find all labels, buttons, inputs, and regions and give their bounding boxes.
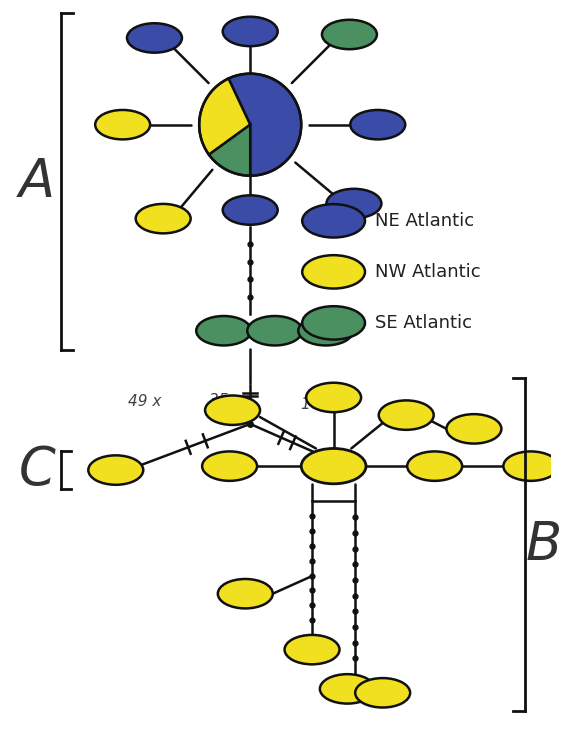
Ellipse shape — [218, 579, 273, 608]
Ellipse shape — [202, 452, 257, 481]
Text: 35 x: 35 x — [209, 393, 242, 407]
Ellipse shape — [320, 674, 375, 703]
Ellipse shape — [322, 20, 377, 49]
Ellipse shape — [446, 414, 501, 444]
Text: SE Atlantic: SE Atlantic — [375, 314, 472, 332]
Ellipse shape — [95, 110, 150, 139]
Ellipse shape — [223, 17, 278, 46]
Ellipse shape — [407, 452, 462, 481]
Ellipse shape — [205, 396, 260, 425]
Ellipse shape — [327, 189, 382, 218]
Ellipse shape — [302, 255, 365, 289]
Text: C: C — [19, 444, 56, 496]
Text: NE Atlantic: NE Atlantic — [375, 212, 474, 230]
Ellipse shape — [355, 678, 410, 708]
Text: A: A — [19, 156, 55, 207]
Wedge shape — [229, 74, 301, 176]
Ellipse shape — [88, 455, 143, 485]
Ellipse shape — [350, 110, 405, 139]
Text: NW Atlantic: NW Atlantic — [375, 263, 481, 281]
Ellipse shape — [298, 316, 353, 345]
Ellipse shape — [302, 204, 365, 238]
Wedge shape — [199, 78, 250, 155]
Text: B: B — [525, 519, 561, 570]
Text: 10 x: 10 x — [301, 397, 334, 413]
Ellipse shape — [223, 196, 278, 225]
Ellipse shape — [196, 316, 251, 345]
Ellipse shape — [302, 306, 365, 339]
Ellipse shape — [504, 452, 558, 481]
Ellipse shape — [301, 449, 366, 484]
Ellipse shape — [306, 383, 361, 413]
Ellipse shape — [284, 635, 339, 664]
Ellipse shape — [247, 316, 302, 345]
Ellipse shape — [135, 204, 191, 233]
Text: 49 x: 49 x — [128, 394, 161, 410]
Wedge shape — [209, 125, 250, 176]
Ellipse shape — [127, 23, 182, 52]
Ellipse shape — [379, 401, 434, 430]
